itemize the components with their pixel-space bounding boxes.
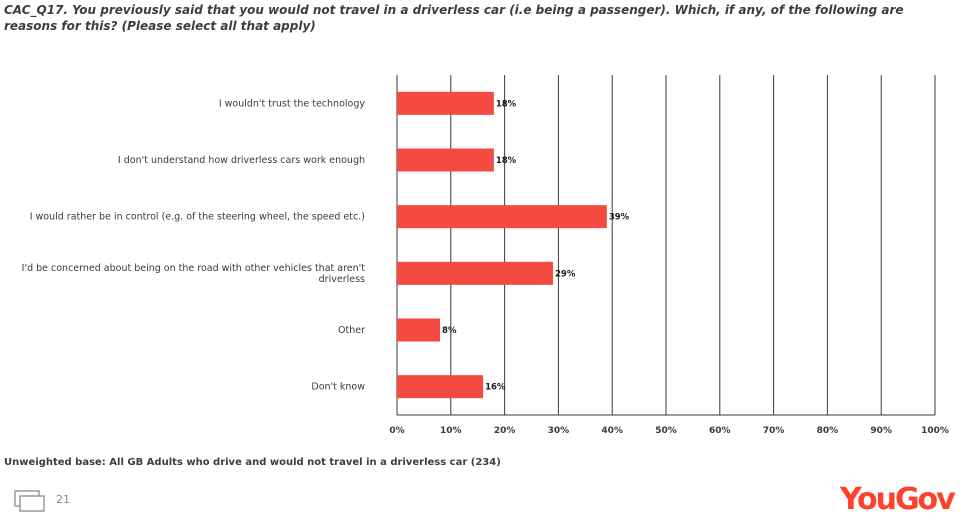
category-label: I would rather be in control (e.g. of th… [30, 212, 365, 223]
category-label: Other [338, 325, 365, 336]
data-label: 18% [496, 99, 517, 109]
x-tick-label: 60% [709, 426, 731, 436]
x-tick-label: 90% [870, 426, 892, 436]
x-tick-label: 10% [440, 426, 462, 436]
bar [397, 205, 607, 229]
x-tick-label: 0% [389, 426, 404, 436]
x-tick-label: 80% [817, 426, 839, 436]
data-label: 39% [609, 213, 630, 223]
page-number: 21 [56, 493, 70, 506]
category-label: Don't know [311, 382, 365, 393]
x-tick-label: 70% [763, 426, 785, 436]
category-label: I'd be concerned about being on the road… [22, 263, 366, 285]
question-text: CAC_Q17. You previously said that you wo… [4, 3, 904, 33]
data-label: 18% [496, 156, 517, 166]
data-label: 8% [442, 326, 457, 336]
bar [397, 261, 554, 285]
x-tick-label: 50% [655, 426, 677, 436]
x-tick-label: 20% [494, 426, 516, 436]
bar [397, 375, 484, 399]
yougov-logo: YouGov [840, 482, 956, 517]
data-label: 29% [555, 269, 576, 279]
x-tick-label: 30% [548, 426, 570, 436]
bar [397, 318, 441, 342]
x-tick-label: 100% [921, 426, 949, 436]
base-note: Unweighted base: All GB Adults who drive… [4, 457, 501, 468]
category-label: I don't understand how driverless cars w… [118, 155, 365, 166]
slide-icon [14, 490, 45, 512]
category-label: I wouldn't trust the technology [219, 98, 366, 109]
bar [397, 91, 494, 115]
data-label: 16% [485, 383, 506, 393]
bar [397, 148, 494, 172]
x-tick-label: 40% [601, 426, 623, 436]
